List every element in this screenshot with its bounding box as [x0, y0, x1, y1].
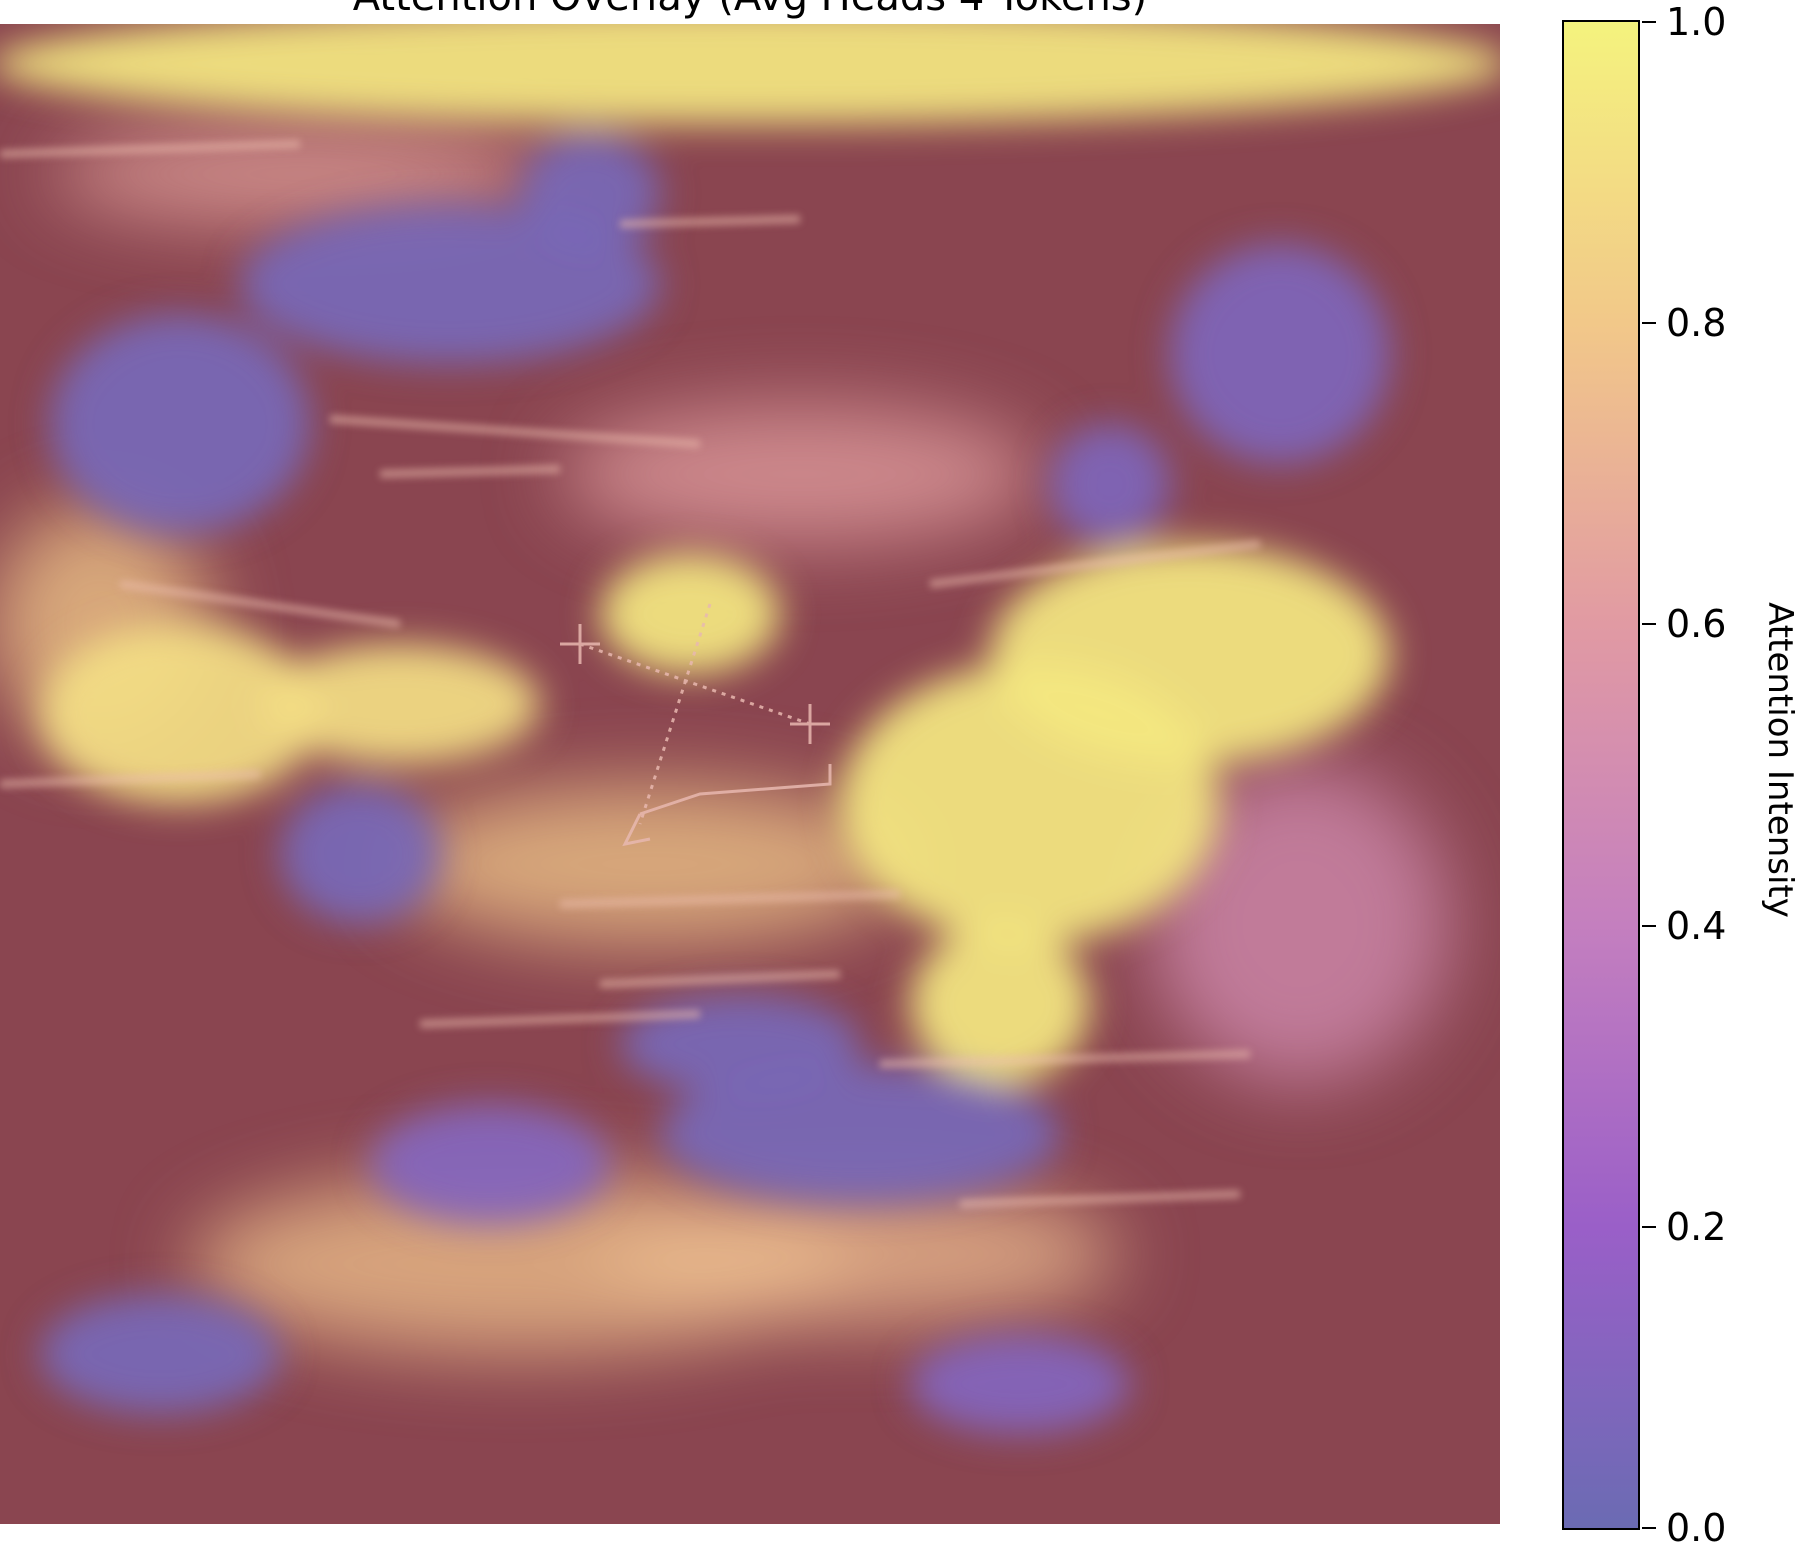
caliper-line — [638, 603, 712, 825]
attention-hotspot — [40, 1294, 280, 1414]
attention-hotspot — [600, 554, 780, 674]
attention-hotspot — [1170, 244, 1390, 464]
tissue-streak — [379, 465, 561, 478]
tissue-streak — [559, 890, 901, 908]
colorbar-tick-label: 0.6 — [1666, 602, 1727, 647]
attention-hotspot — [280, 784, 440, 924]
attention-heatmap — [0, 24, 1500, 1524]
attention-glow — [600, 1184, 1120, 1324]
colorbar-tick — [1642, 21, 1656, 23]
tissue-streak — [0, 770, 261, 788]
colorbar-tick — [1642, 1527, 1656, 1529]
tissue-streak — [959, 1190, 1241, 1208]
colorbar-tick — [1642, 924, 1656, 927]
tissue-streak — [419, 1010, 701, 1028]
attention-glow — [1150, 764, 1450, 1084]
colorbar-label: Attention Intensity — [1760, 602, 1796, 918]
colorbar-tick — [1642, 322, 1656, 325]
attention-hotspot — [260, 644, 540, 764]
attention-hotspot — [620, 994, 860, 1094]
attention-hotspot — [660, 1064, 1060, 1204]
attention-hotspot — [50, 314, 310, 534]
attention-hotspot — [370, 1104, 610, 1224]
colorbar — [1562, 20, 1640, 1530]
attention-hotspot — [40, 624, 320, 804]
tissue-streak — [599, 970, 841, 988]
chart-title: Attention Overlay (Avg Heads 4 Tokens) — [0, 0, 1500, 20]
attention-glow — [560, 404, 1040, 544]
tissue-streak — [0, 140, 301, 158]
colorbar-tick-label: 0.0 — [1666, 1506, 1727, 1550]
caliper-line — [579, 642, 811, 726]
attention-hotspot — [910, 1334, 1130, 1434]
attention-hotspot — [990, 544, 1390, 764]
attention-hotspot — [0, 24, 1500, 124]
attention-hotspot — [910, 924, 1090, 1084]
attention-glow — [390, 784, 910, 944]
tissue-streak — [929, 540, 1261, 588]
tissue-streak — [619, 215, 801, 228]
tissue-streak — [329, 415, 701, 448]
colorbar-tick-label: 1.0 — [1666, 0, 1727, 44]
colorbar-tick-label: 0.8 — [1666, 301, 1727, 346]
lesion-outline — [622, 764, 832, 847]
attention-hotspot — [1050, 424, 1170, 544]
tissue-streak — [119, 580, 401, 628]
attention-hotspot — [520, 134, 660, 254]
colorbar-tick-label: 0.2 — [1666, 1204, 1727, 1249]
colorbar-tick — [1642, 1225, 1656, 1228]
colorbar-tick-label: 0.4 — [1666, 903, 1727, 948]
tissue-streak — [879, 1050, 1251, 1068]
colorbar-tick — [1642, 623, 1656, 626]
